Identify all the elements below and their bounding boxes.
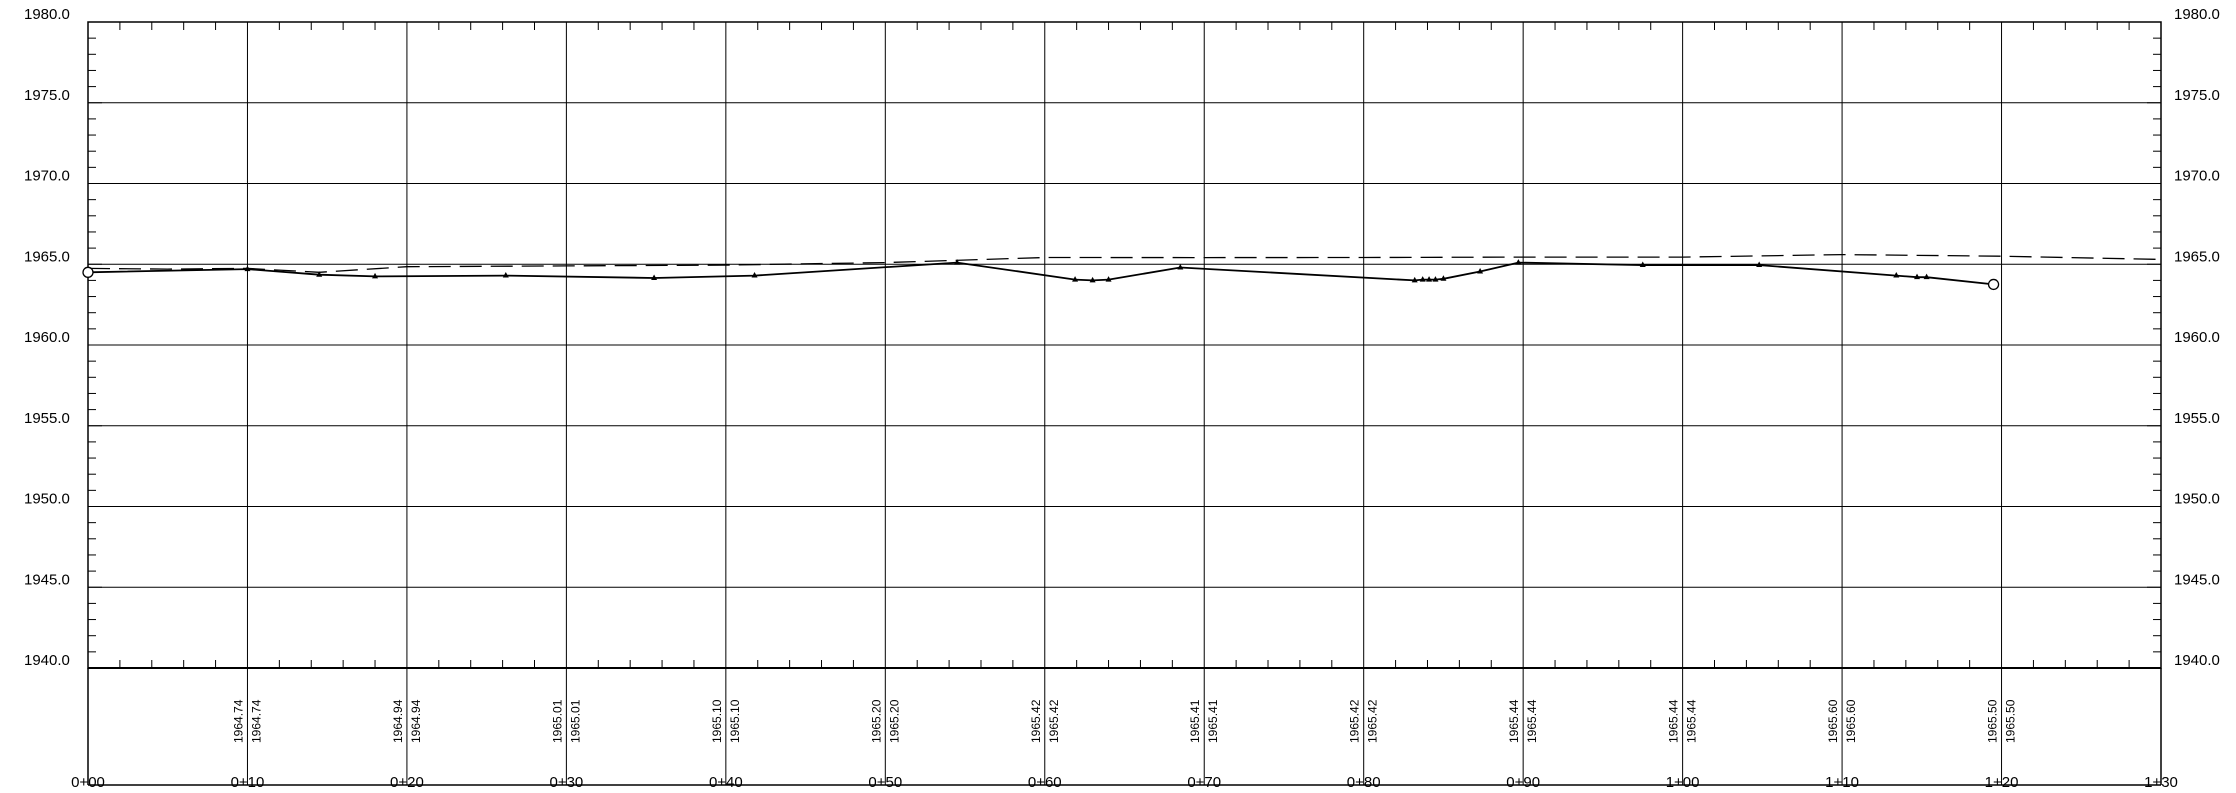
point-marker [954,259,961,265]
design-grade-line [87,253,2162,273]
point-marker [651,274,658,280]
point-marker [1419,276,1426,282]
table-value-right: 1965.60 [1844,699,1858,743]
y-tick-label-right: 1980.0 [2174,6,2220,23]
y-tick-label-left: 1955.0 [24,410,70,427]
plot-frame [87,21,2162,786]
y-tick-label-left: 1940.0 [24,652,70,669]
table-value-left: 1965.41 [1188,699,1202,743]
table-value-left: 1965.10 [710,699,724,743]
x-tick-label: 0+60 [1028,774,1062,791]
point-marker [1515,259,1522,265]
point-marker [1432,276,1439,282]
table-value-left: 1965.50 [1986,699,2000,743]
x-tick-label: 0+90 [1506,774,1540,791]
table-value-right: 1965.20 [887,699,901,743]
point-marker [1756,261,1763,268]
y-tick-label-right: 1970.0 [2174,168,2220,185]
y-tick-label-right: 1965.0 [2174,248,2220,265]
x-tick-label: 0+00 [71,774,105,791]
point-marker [1411,276,1418,283]
y-tick-label-right: 1950.0 [2174,491,2220,508]
point-marker [1177,263,1184,270]
x-tick-label: 1+30 [2144,774,2178,791]
x-tick-label: 1+20 [1985,774,2019,791]
point-marker [1893,272,1900,278]
x-tick-label: 1+00 [1666,774,1700,791]
point-marker [1477,268,1484,274]
x-tick-label: 1+10 [1825,774,1859,791]
endpoint-marker [82,266,94,278]
x-tick-label: 0+10 [231,774,265,791]
table-value-right: 1965.42 [1366,699,1380,743]
x-tick-label: 0+50 [868,774,902,791]
point-marker [244,265,251,272]
table-value-left: 1965.01 [550,699,564,743]
y-tick-label-right: 1940.0 [2174,652,2220,669]
x-tick-label: 0+30 [549,774,583,791]
x-axis-minor-ticks [119,22,2130,668]
table-value-right: 1965.01 [568,699,582,743]
point-marker [1089,276,1096,283]
table-value-left: 1965.60 [1826,699,1840,743]
grid [87,21,2162,785]
series-lines [87,253,2162,286]
point-marker [1923,273,1930,280]
y-tick-label-left: 1975.0 [24,87,70,104]
y-axis-labels: 1940.0 1940.0 1945.0 1945.0 1950.0 1950.0 1955… [24,6,2220,669]
table-value-right: 1965.42 [1047,699,1061,743]
y-axis-tick-marks [88,21,2161,669]
elevation-table: 1964.74 1964.74 1964.94 1964.94 1965.01 1965.… [231,699,2017,743]
table-value-left: 1964.94 [391,699,405,743]
y-tick-label-right: 1955.0 [2174,410,2220,427]
table-value-right: 1965.10 [728,699,742,743]
point-marker [1639,261,1646,268]
table-value-right: 1964.74 [249,699,263,743]
table-value-left: 1965.42 [1029,699,1043,743]
series-markers [82,259,2000,291]
x-axis-labels: 0+00 0+10 0+20 0+30 0+40 0+50 0+60 0+70 0+80 0+90… [71,774,2178,791]
y-tick-label-left: 1980.0 [24,6,70,23]
y-tick-label-left: 1965.0 [24,248,70,265]
table-value-right: 1965.50 [2004,699,2018,743]
x-tick-label: 0+80 [1347,774,1381,791]
x-tick-label: 0+70 [1187,774,1221,791]
table-value-left: 1965.42 [1348,699,1362,743]
y-tick-label-left: 1950.0 [24,491,70,508]
point-marker [502,272,509,278]
y-tick-label-right: 1945.0 [2174,571,2220,588]
ground-profile-line [87,261,1994,286]
point-marker [751,272,758,278]
point-marker [1440,275,1447,281]
table-value-right: 1965.44 [1685,699,1699,743]
point-marker [316,271,323,277]
table-value-left: 1965.20 [869,699,883,743]
y-tick-label-left: 1960.0 [24,329,70,346]
endpoint-marker [1987,278,2000,291]
y-tick-label-left: 1970.0 [24,168,70,185]
point-marker [1914,273,1921,280]
table-value-right: 1965.44 [1525,699,1539,743]
table-value-right: 1964.94 [409,699,423,743]
table-value-left: 1965.44 [1507,699,1521,743]
y-tick-label-left: 1945.0 [24,571,70,588]
x-tick-label: 0+20 [390,774,424,791]
table-value-left: 1964.74 [231,699,245,743]
point-marker [1426,276,1433,282]
point-marker [1105,276,1112,282]
y-tick-label-right: 1960.0 [2174,329,2220,346]
table-value-left: 1965.44 [1667,699,1681,743]
point-marker [372,272,379,279]
y-tick-label-right: 1975.0 [2174,87,2220,104]
point-marker [1072,276,1079,282]
table-value-right: 1965.41 [1206,699,1220,743]
x-tick-label: 0+40 [709,774,743,791]
